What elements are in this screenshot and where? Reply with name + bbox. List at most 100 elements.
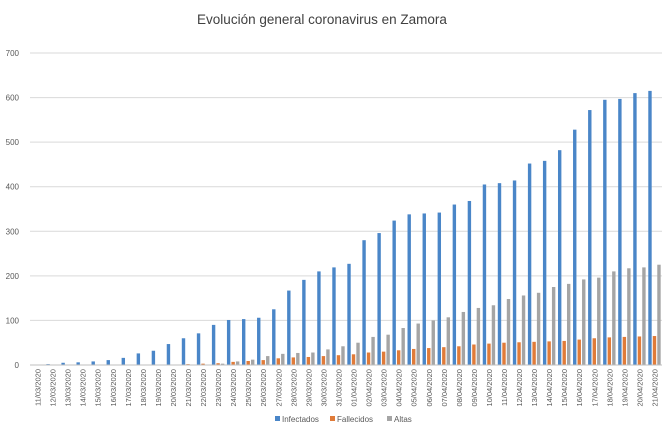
x-tick-label: 12/04/2020 [515, 369, 524, 407]
bar-fallecidos-14 [246, 360, 250, 365]
x-tick-label: 16/03/2020 [109, 369, 118, 407]
x-tick-label: 26/03/2020 [259, 369, 268, 407]
bar-fallecidos-30 [487, 343, 491, 365]
bar-infectados-8 [151, 350, 156, 365]
x-tick-label: 24/03/2020 [229, 369, 238, 407]
bar-altas-28 [461, 311, 466, 365]
bar-infectados-34 [542, 160, 547, 365]
x-tick-label: 20/04/2020 [635, 369, 644, 407]
bar-fallecidos-36 [577, 339, 581, 365]
bar-infectados-24 [392, 220, 396, 365]
x-tick-label: 14/03/2020 [79, 369, 88, 407]
bar-infectados-29 [467, 200, 472, 365]
bar-altas-12 [220, 363, 225, 365]
x-tick-label: 19/04/2020 [620, 369, 629, 407]
x-tick-label: 06/04/2020 [425, 369, 434, 407]
bar-altas-34 [551, 287, 556, 365]
bar-infectados-14 [241, 319, 246, 365]
bar-altas-14 [250, 359, 255, 365]
bar-infectados-33 [527, 163, 532, 365]
bar-infectados-5 [106, 360, 110, 365]
bar-fallecidos-18 [306, 356, 311, 365]
bar-infectados-41 [648, 90, 652, 365]
x-tick-label: 18/04/2020 [605, 369, 614, 407]
bars [31, 90, 661, 366]
x-tick-label: 20/03/2020 [169, 369, 178, 407]
x-tick-label: 12/03/2020 [49, 369, 58, 407]
bar-infectados-40 [633, 93, 637, 366]
x-tick-label: 15/04/2020 [560, 369, 569, 407]
x-tick-label: 17/03/2020 [124, 369, 133, 407]
x-tick-label: 09/04/2020 [470, 369, 479, 407]
bar-fallecidos-23 [381, 351, 386, 365]
legend-label-altas: Altas [394, 415, 412, 424]
bar-infectados-31 [497, 183, 502, 365]
x-tick-label: 27/03/2020 [274, 369, 283, 407]
x-tick-label: 17/04/2020 [590, 369, 599, 407]
legend-swatch-altas [387, 416, 392, 421]
bar-altas-13 [235, 361, 240, 365]
bar-infectados-37 [588, 110, 592, 365]
bar-fallecidos-17 [291, 357, 296, 365]
x-axis-ticks: 11/03/2020 12/03/2020 13/03/2020 14/03/2020… [34, 369, 660, 407]
bar-fallecidos-35 [562, 340, 566, 365]
x-tick-label: 05/04/2020 [410, 369, 419, 407]
x-tick-label: 19/03/2020 [154, 369, 163, 407]
chart-title: Evolución general coronavirus en Zamora [197, 12, 447, 27]
x-tick-label: 14/04/2020 [545, 369, 554, 407]
bar-fallecidos-29 [472, 344, 476, 365]
bar-infectados-12 [211, 324, 216, 365]
legend-swatch-fallecidos [330, 416, 335, 421]
bar-infectados-10 [181, 338, 186, 365]
bar-fallecidos-15 [261, 360, 265, 365]
bar-infectados-25 [407, 214, 411, 365]
bar-altas-37 [597, 277, 601, 365]
bar-fallecidos-41 [652, 336, 657, 365]
bar-infectados-11 [196, 333, 201, 365]
bar-altas-33 [536, 292, 541, 365]
x-tick-label: 30/03/2020 [319, 369, 328, 407]
bar-infectados-30 [482, 184, 487, 365]
bar-fallecidos-33 [532, 341, 536, 365]
bar-fallecidos-24 [396, 350, 401, 365]
bar-fallecidos-21 [351, 354, 356, 365]
bar-fallecidos-34 [547, 341, 551, 365]
x-tick-label: 21/03/2020 [184, 369, 193, 407]
x-tick-label: 11/03/2020 [34, 369, 43, 406]
y-tick-label: 400 [6, 183, 20, 192]
x-tick-label: 23/03/2020 [214, 369, 223, 407]
x-tick-label: 21/04/2020 [650, 369, 659, 407]
bar-infectados-17 [287, 290, 291, 365]
y-tick-label: 200 [6, 272, 20, 281]
x-tick-label: 16/04/2020 [575, 369, 584, 407]
bar-altas-21 [356, 342, 360, 365]
x-tick-label: 08/04/2020 [455, 369, 464, 407]
bar-infectados-2 [61, 362, 65, 365]
x-tick-label: 15/03/2020 [94, 369, 103, 407]
x-tick-label: 07/04/2020 [440, 369, 449, 407]
bar-altas-40 [642, 267, 646, 365]
bar-altas-25 [416, 323, 420, 365]
bar-infectados-22 [362, 240, 366, 365]
bar-fallecidos-40 [637, 336, 642, 365]
bar-fallecidos-32 [517, 342, 521, 365]
x-tick-label: 11/04/2020 [500, 369, 509, 406]
y-tick-label: 700 [6, 49, 20, 58]
bar-infectados-7 [136, 353, 141, 365]
bar-infectados-16 [272, 309, 276, 365]
bar-infectados-18 [302, 279, 306, 365]
bar-infectados-19 [317, 271, 321, 365]
bar-fallecidos-13 [231, 361, 235, 365]
y-tick-label: 100 [6, 316, 20, 325]
x-tick-label: 13/03/2020 [64, 369, 73, 407]
bar-fallecidos-28 [457, 346, 461, 365]
bar-fallecidos-27 [442, 347, 446, 365]
x-tick-label: 22/03/2020 [199, 369, 208, 407]
bar-fallecidos-39 [622, 336, 627, 365]
bar-altas-41 [657, 264, 661, 365]
bar-infectados-28 [452, 204, 457, 365]
x-tick-label: 28/03/2020 [289, 369, 298, 407]
bar-infectados-6 [121, 357, 126, 365]
bar-fallecidos-37 [592, 338, 596, 365]
